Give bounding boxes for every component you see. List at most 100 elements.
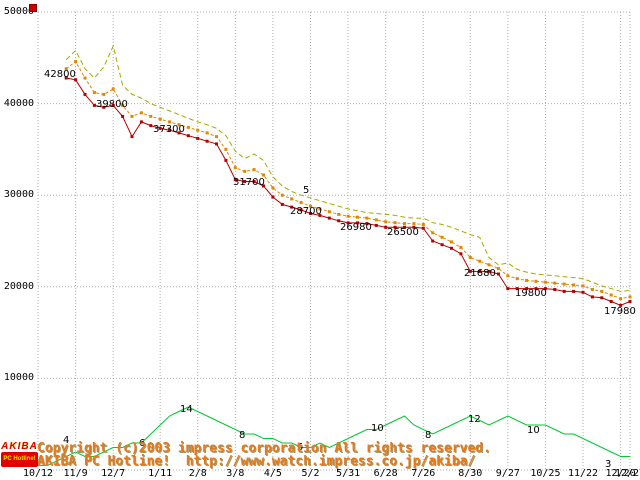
marker-lowest-price (553, 288, 557, 291)
marker-average-price (393, 221, 397, 225)
shop-count-annotation: 4 (63, 435, 70, 446)
shop-count-annotation: 12 (468, 414, 481, 425)
marker-average-price (431, 231, 435, 235)
marker-lowest-price (149, 124, 153, 128)
marker-lowest-price (562, 289, 566, 293)
marker-lowest-price (337, 219, 341, 223)
price-annotation: 26500 (387, 227, 419, 238)
marker-lowest-price (619, 303, 623, 307)
marker-lowest-price (515, 287, 519, 291)
marker-average-price (487, 263, 491, 267)
marker-average-price (628, 295, 632, 299)
marker-lowest-price (384, 225, 388, 229)
marker-average-price (102, 92, 106, 96)
marker-average-price (440, 235, 444, 239)
marker-average-price (327, 210, 331, 214)
marker-lowest-price (421, 226, 425, 230)
marker-average-price (64, 67, 68, 71)
akiba-pc-hotline-logo: AKIBA PC Hotline! (1, 441, 38, 469)
marker-lowest-price (74, 78, 78, 82)
marker-lowest-price (581, 290, 585, 294)
y-axis-label: 40000 (3, 97, 34, 109)
marker-lowest-price (224, 158, 228, 162)
marker-lowest-price (139, 120, 143, 124)
marker-lowest-price (468, 269, 472, 273)
marker-lowest-price (459, 252, 463, 256)
marker-average-price (271, 186, 275, 190)
marker-average-price (139, 111, 143, 115)
marker-lowest-price (600, 296, 604, 300)
marker-lowest-price (111, 103, 115, 107)
marker-lowest-price (628, 300, 632, 303)
shop-count-annotation: 3 (605, 459, 612, 470)
marker-lowest-price (365, 222, 369, 226)
marker-average-price (290, 197, 294, 201)
marker-lowest-price (64, 76, 68, 80)
marker-average-price (374, 218, 378, 222)
marker-average-price (581, 284, 585, 288)
marker-lowest-price (186, 134, 190, 138)
marker-average-price (243, 169, 247, 173)
marker-lowest-price (177, 131, 181, 135)
y-axis-label: 30000 (3, 189, 34, 201)
marker-average-price (525, 278, 529, 282)
price-annotation: 37300 (153, 124, 185, 135)
x-axis-label: 12/7 (101, 468, 126, 479)
marker-lowest-price (534, 287, 538, 291)
marker-lowest-price (290, 205, 294, 209)
marker-lowest-price (450, 246, 453, 250)
marker-average-price (619, 297, 623, 301)
marker-average-price (149, 114, 153, 118)
marker-lowest-price (158, 126, 162, 130)
marker-lowest-price (233, 178, 237, 182)
marker-average-price (158, 117, 162, 121)
marker-average-price (299, 201, 303, 204)
x-axis-label: 4/5 (263, 468, 282, 479)
marker-average-price (496, 267, 500, 270)
price-annotation: 21680 (464, 268, 496, 279)
x-axis-label: 5/31 (336, 468, 361, 479)
marker-average-price (450, 240, 453, 244)
marker-average-price (346, 214, 350, 218)
marker-average-price (215, 135, 218, 139)
marker-lowest-price (572, 289, 576, 293)
marker-average-price (233, 166, 237, 170)
marker-average-price (205, 131, 209, 135)
price-annotation: 19800 (515, 288, 547, 299)
price-annotation: 31700 (233, 177, 265, 188)
x-axis-label: 2/8 (188, 468, 207, 479)
marker-average-price (121, 103, 125, 107)
x-axis-label: 11/9 (63, 468, 88, 479)
copyright-line-2: AKIBA PC Hotline! http://www.watch.impre… (37, 454, 476, 469)
marker-lowest-price (393, 225, 397, 229)
marker-lowest-price (525, 287, 529, 291)
marker-average-price (177, 123, 181, 127)
marker-lowest-price (92, 103, 96, 107)
y-axis-label: 50000 (3, 6, 34, 17)
marker-lowest-price (590, 295, 594, 299)
marker-lowest-price (543, 287, 547, 291)
shop-count-annotation: 10 (371, 423, 384, 434)
marker-lowest-price (440, 243, 444, 247)
x-axis-label: 3/8 (226, 468, 245, 479)
akiba-logo-title: AKIBA (1, 441, 38, 452)
shop-count-annotation: 8 (425, 430, 432, 441)
marker-lowest-price (215, 142, 218, 146)
marker-lowest-price (431, 239, 435, 243)
marker-lowest-price (196, 136, 200, 140)
marker-lowest-price (121, 114, 125, 118)
shop-count-annotation: 6 (139, 438, 146, 449)
x-axis-label: 12/20 (605, 468, 636, 479)
marker-average-price (590, 288, 594, 291)
marker-lowest-price (403, 225, 406, 229)
marker-average-price (186, 125, 190, 129)
price-annotation: 28700 (290, 206, 322, 217)
shop-count-annotation: 14 (180, 404, 193, 415)
marker-lowest-price (102, 105, 106, 109)
marker-average-price (252, 168, 256, 172)
akiba-logo-subtitle: PC Hotline! (1, 452, 38, 467)
marker-average-price (553, 281, 557, 285)
price-annotation: 17980 (604, 306, 636, 317)
marker-lowest-price (478, 269, 482, 273)
